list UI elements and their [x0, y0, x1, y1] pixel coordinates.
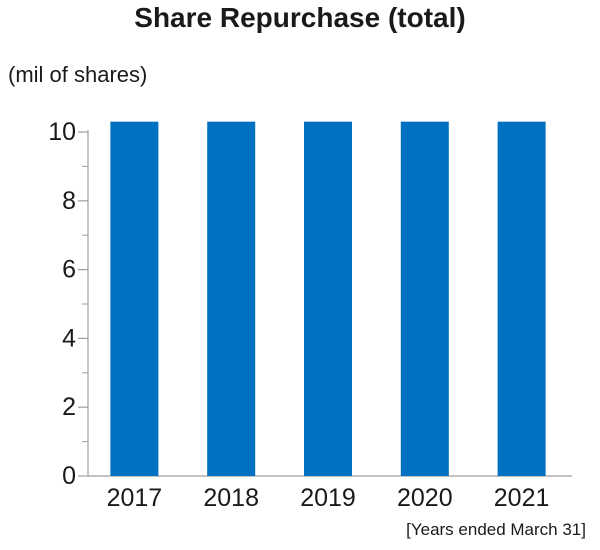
bar-2018: [207, 121, 256, 477]
y-tick-label: 8: [62, 187, 76, 215]
bar-2021: [497, 121, 546, 477]
y-tick-labels: 0 2 4 6 8 10: [48, 118, 76, 490]
y-tick-label: 0: [62, 462, 76, 490]
x-tick-label: 2019: [300, 484, 356, 512]
y-axis-unit-label: (mil of shares): [8, 62, 148, 87]
x-tick-label: 2018: [203, 484, 259, 512]
axes: [78, 130, 572, 477]
x-tick-label: 2017: [107, 484, 163, 512]
y-tick-label: 10: [48, 118, 76, 146]
chart-title: Share Repurchase (total): [134, 2, 466, 33]
footnote: [Years ended March 31]: [406, 520, 586, 539]
bars: [110, 121, 546, 477]
bar-2019: [304, 121, 352, 477]
bar-2020: [400, 121, 449, 477]
y-tick-label: 6: [62, 256, 76, 284]
bar-2017: [110, 121, 159, 477]
y-tick-label: 2: [62, 393, 76, 421]
y-tick-label: 4: [62, 324, 76, 352]
x-tick-label: 2021: [494, 484, 550, 512]
x-tick-label: 2020: [397, 484, 453, 512]
x-tick-labels: 2017 2018 2019 2020 2021: [107, 484, 550, 512]
